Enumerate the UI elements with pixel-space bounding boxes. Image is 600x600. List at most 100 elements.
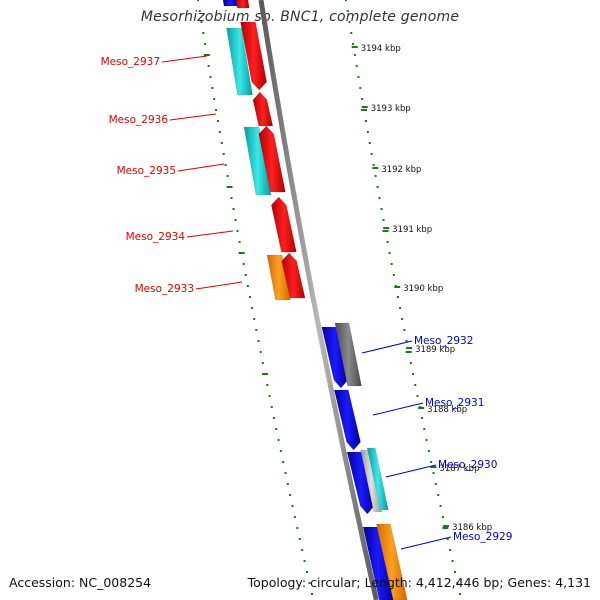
left-tick-dot-dot-49 (298, 538, 301, 540)
tick-label-8: 3186 kbp (452, 523, 492, 533)
right-tick-dot-dot-30 (403, 329, 406, 331)
left-tick-dot-dot-42 (282, 461, 285, 463)
right-tick-dot-dot-23 (388, 252, 391, 254)
right-tick-dot-dot-4 (352, 43, 355, 45)
labels-layer: Meso_2937 Meso_2936 Meso_2935 Meso_2934 Meso… (101, 55, 512, 550)
right-tick-dot-dot-1 (346, 10, 349, 12)
cds-2929 (362, 526, 394, 600)
right-tick-dot-dot-19 (380, 208, 383, 210)
cog-2930a (360, 449, 383, 513)
left-tick-dot-dot-27 (248, 296, 251, 298)
left-tick-dot-dot-12 (218, 131, 221, 133)
right-tick-dot-dot-51 (451, 560, 454, 562)
right-tick-dot-dot-31 (405, 340, 408, 342)
left-tick-dot-dot-2 (200, 21, 203, 23)
left-tick-dot-dot-44 (286, 483, 289, 485)
right-tick-dot-dot-17 (376, 186, 379, 188)
ticks-layer: 3194 kbp 3193 kbp 3192 kbp 3191 kbp 3190 kbp… (351, 44, 492, 533)
right-tick-dot-dot-52 (454, 571, 457, 573)
left-tick-dot-dot-47 (293, 516, 296, 518)
gene-label-Meso_2932: Meso_2932 (414, 335, 473, 347)
right-tick-dot-dot-20 (382, 219, 385, 221)
left-tick-dot-dot-3 (202, 32, 205, 34)
cds-2936 (252, 91, 274, 127)
right-tick-dot-dot-44 (434, 483, 437, 485)
left-tick-dot-dot-9 (213, 98, 216, 100)
left-tick-dot-dot-22 (238, 241, 241, 243)
left-tick-dot-dot-54 (310, 593, 313, 595)
cds-2937 (240, 21, 267, 91)
leader-line-Meso_2929 (400, 536, 452, 550)
cds-top-red (235, 0, 250, 9)
leader-line-Meso_2933 (195, 281, 243, 290)
right-tick-dot-dot-38 (421, 417, 424, 419)
left-tick-dot-dot-25 (244, 274, 247, 276)
left-tick-dot-dot-11 (216, 120, 219, 122)
right-tick-dot-dot-11 (364, 120, 367, 122)
cog-2930b (366, 447, 389, 511)
right-tick-dot-dot-28 (399, 307, 402, 309)
left-tick-dot-dot-29 (253, 318, 256, 320)
left-tick-dot-dot-53 (308, 582, 311, 584)
left-tick-dot-dot-51 (303, 560, 306, 562)
leader-line-Meso_2937 (161, 55, 208, 63)
left-tick-dot-dot-18 (230, 197, 233, 199)
tick-label-4: 3190 kbp (403, 284, 443, 294)
cds-top-navy (222, 0, 239, 7)
left-tick-dot-dot-30 (255, 329, 258, 331)
left-tick-dot-dot-13 (220, 142, 223, 144)
left-tick-dot-dot-31 (257, 340, 260, 342)
left-tick-dot-dot-26 (246, 285, 249, 287)
left-tick-dot-dot-14 (222, 153, 225, 155)
gene-label-Meso_2934: Meso_2934 (126, 231, 186, 243)
tick-label-3: 3191 kbp (392, 225, 432, 235)
right-tick-dot-dot-54 (458, 593, 461, 595)
leader-line-Meso_2936 (169, 113, 217, 121)
right-tick-dot-dot-34 (412, 373, 415, 375)
left-tick-dot-dot-36 (268, 395, 271, 397)
cog-2932 (334, 322, 362, 387)
backbone-line (258, 0, 379, 600)
right-tick-dot-dot-43 (432, 472, 435, 474)
tick-label-7: 3187 kbp (439, 464, 479, 474)
leader-line-Meso_2932 (361, 340, 413, 354)
right-tick-dot-dot-2 (348, 21, 351, 23)
gene-label-Meso_2929: Meso_2929 (453, 531, 512, 543)
left-tick-dot-dot-6 (207, 65, 210, 67)
right-tick-dot-dot-42 (430, 461, 433, 463)
cog-2935 (243, 126, 272, 196)
right-tick-dot-dot-24 (390, 263, 393, 265)
right-tick-dot-dot-47 (441, 516, 444, 518)
gene-label-Meso_2937: Meso_2937 (101, 56, 160, 68)
tick-label-5: 3189 kbp (415, 345, 455, 355)
right-tick-dot-dot-33 (409, 362, 412, 364)
right-tick-dot-dot-35 (414, 384, 417, 386)
left-tick-dot-dot-15 (224, 164, 227, 166)
right-tick-dot-dot-3 (350, 32, 353, 34)
backbone-layer (258, 0, 379, 600)
right-tick-dot-dot-9 (361, 98, 364, 100)
gene-label-Meso_2933: Meso_2933 (135, 283, 194, 295)
right-tick-dot-dot-41 (427, 450, 430, 452)
cds-2930 (346, 451, 375, 515)
right-tick-dot-dot-53 (456, 582, 459, 584)
left-tick-dot-dot-28 (251, 307, 254, 309)
map-title: Mesorhizobium sp. BNC1, complete genome (140, 9, 460, 25)
summary-text: Topology: circular; Length: 4,412,446 bp… (247, 575, 591, 590)
accession-text: Accession: NC_008254 (9, 575, 152, 590)
cds-2935 (258, 125, 286, 193)
cds-2934 (271, 196, 297, 253)
leader-line-Meso_2935 (177, 163, 225, 172)
left-tick-dot-dot-16 (226, 175, 229, 177)
left-tick-dot-dot-50 (301, 549, 304, 551)
left-tick-dot-dot-32 (259, 351, 262, 353)
left-tick-dot-dot-37 (270, 406, 273, 408)
right-tick-dot-dot-15 (372, 164, 375, 166)
tick-label-0: 3194 kbp (361, 44, 401, 54)
right-tick-dot-dot-49 (446, 538, 449, 540)
tick-label-2: 3192 kbp (381, 165, 421, 175)
right-tick-dot-dot-6 (355, 65, 358, 67)
gene-label-Meso_2936: Meso_2936 (109, 114, 169, 126)
left-tick-dot-dot-46 (291, 505, 294, 507)
right-tick-dot-dot-29 (401, 318, 404, 320)
